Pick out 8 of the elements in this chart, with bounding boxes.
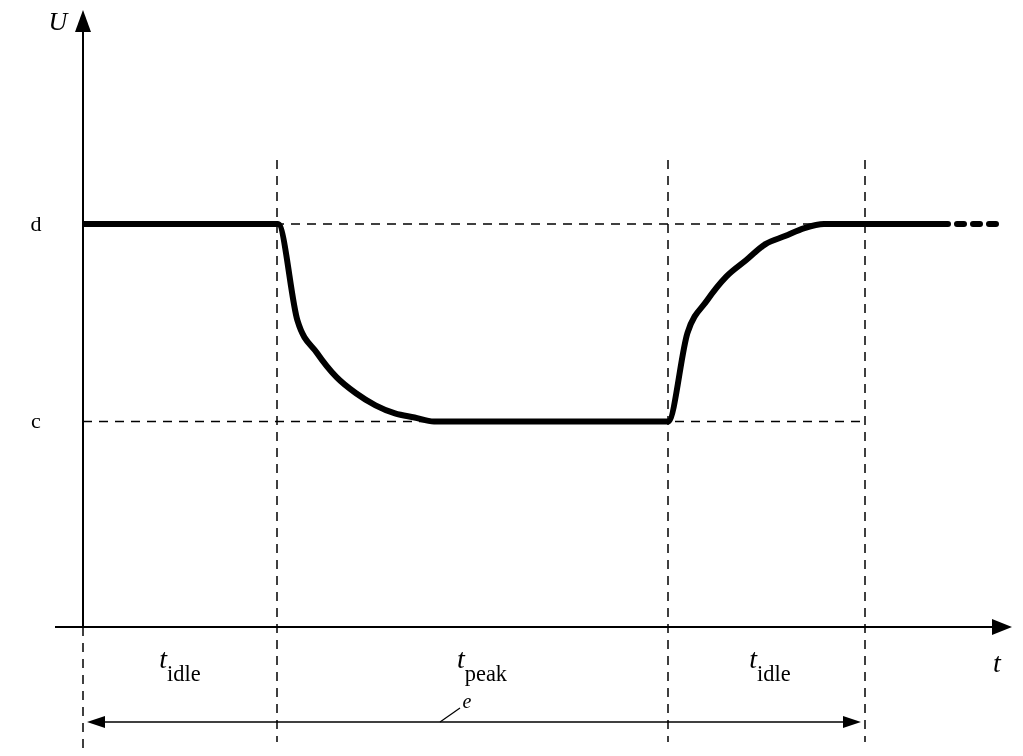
ref-line-label: c [31, 408, 42, 434]
x-axis-title: t [993, 647, 1002, 678]
text: U [48, 7, 70, 36]
text: t$_{peak}$ [456, 643, 508, 686]
ref-line-label: d [30, 211, 42, 236]
text: t$_{idle}$ [749, 643, 791, 686]
text: e [462, 690, 472, 712]
text: t$_{idle}$ [159, 643, 201, 686]
